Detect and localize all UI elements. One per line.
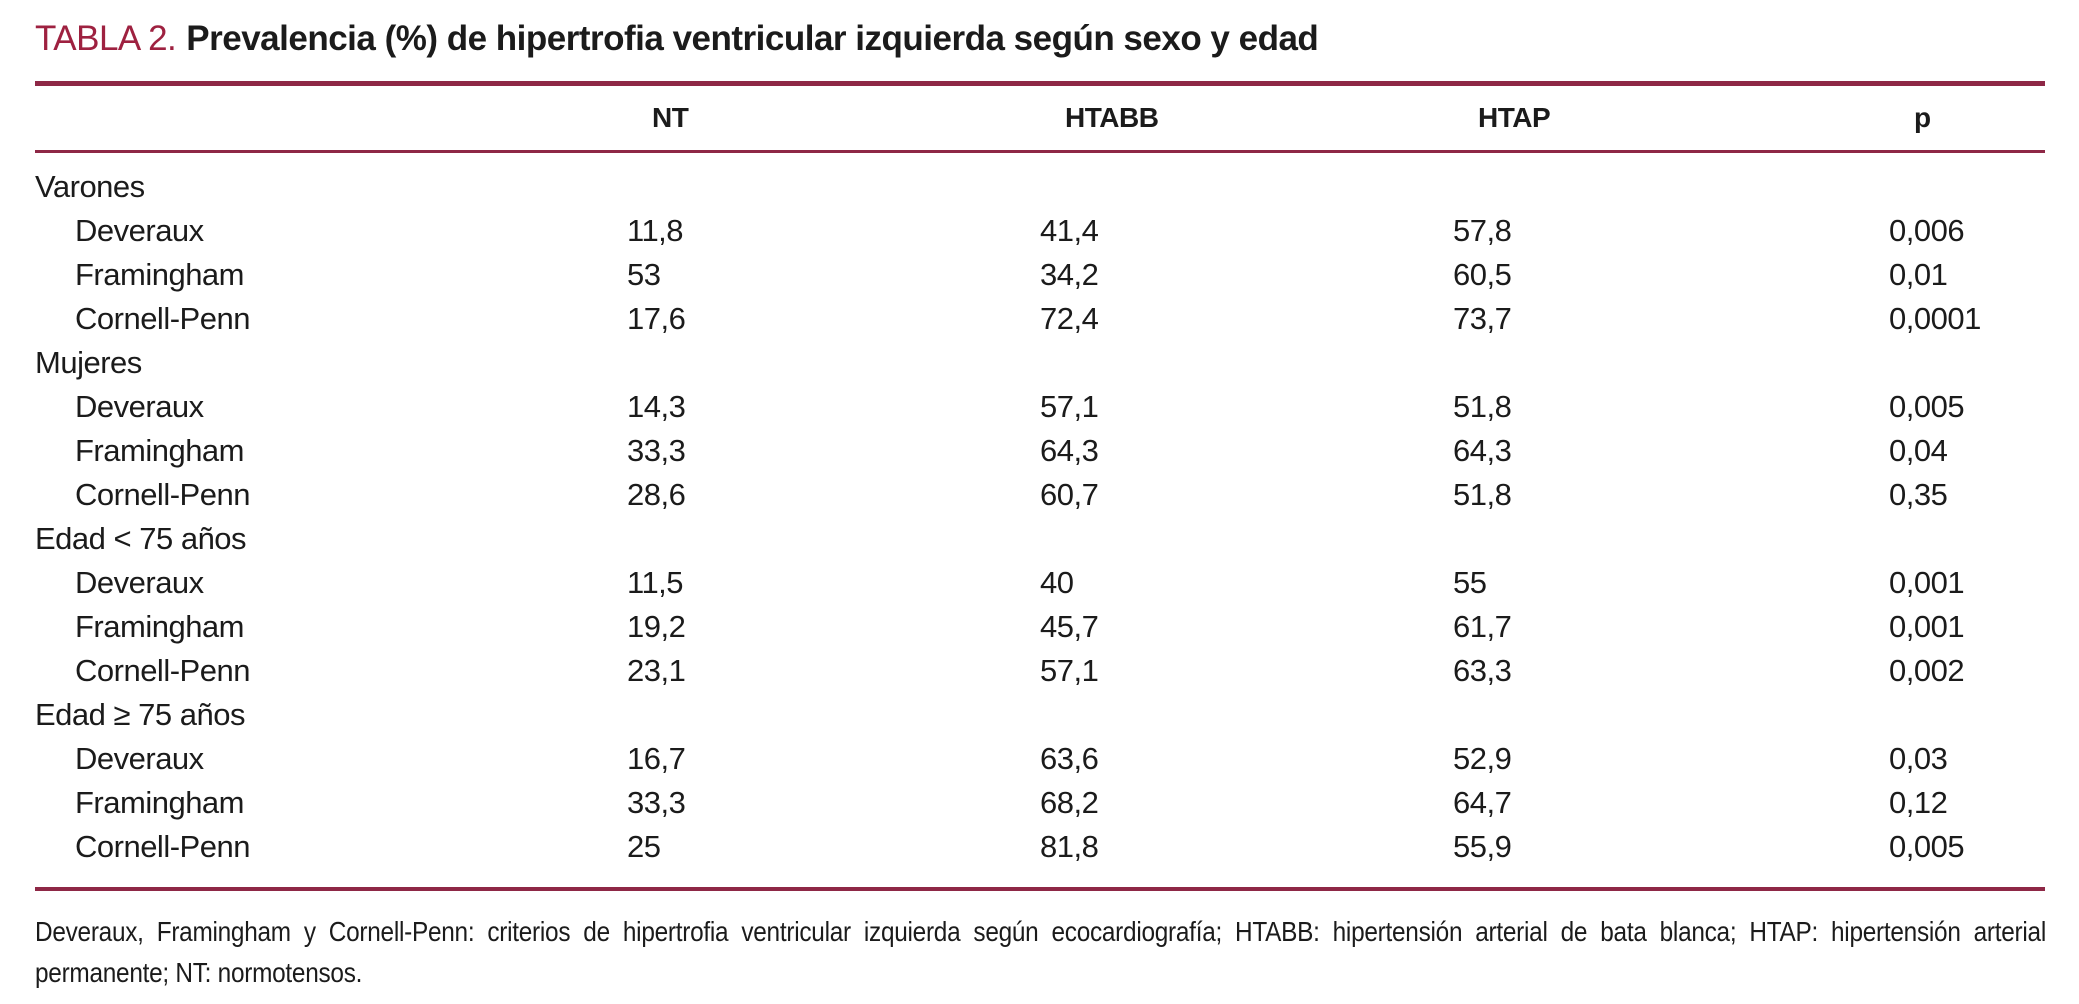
table-number-label: TABLA 2. <box>35 19 177 58</box>
row-label-cell: Deveraux <box>75 213 204 248</box>
htap-cell: 52,9 <box>1453 741 1512 776</box>
nt-cell: 17,6 <box>627 301 686 336</box>
htabb-cell: 72,4 <box>1040 301 1099 336</box>
nt-cell: 11,8 <box>627 213 684 248</box>
p-cell: 0,005 <box>1889 829 1965 864</box>
nt-cell: 14,3 <box>627 389 686 424</box>
htap-cell: 61,7 <box>1453 609 1512 644</box>
htabb-cell: 60,7 <box>1040 477 1099 512</box>
nt-cell: 11,5 <box>627 565 684 600</box>
table-header-row: NT HTABB HTAP p <box>35 86 2045 150</box>
htap-cell: 63,3 <box>1453 653 1512 688</box>
htabb-cell: 45,7 <box>1040 609 1099 644</box>
column-header-p: p <box>1914 102 1931 133</box>
htabb-cell: 57,1 <box>1040 389 1099 424</box>
p-cell: 0,04 <box>1889 433 1948 468</box>
htap-cell: 55 <box>1453 565 1487 600</box>
nt-cell: 53 <box>627 257 661 292</box>
row-label-cell: Deveraux <box>75 565 204 600</box>
p-cell: 0,35 <box>1889 477 1948 512</box>
group-row-edad-mayor-igual-75: Edad ≥ 75 años <box>35 697 245 732</box>
p-cell: 0,006 <box>1889 213 1965 248</box>
p-cell: 0,005 <box>1889 389 1965 424</box>
group-row-edad-menor-75: Edad < 75 años <box>35 521 247 556</box>
row-label-cell: Cornell-Penn <box>75 829 250 864</box>
htap-cell: 57,8 <box>1453 213 1512 248</box>
row-label-cell: Framingham <box>75 609 245 644</box>
row-label-cell: Cornell-Penn <box>75 477 250 512</box>
row-label-cell: Framingham <box>75 257 245 292</box>
htabb-cell: 57,1 <box>1040 653 1099 688</box>
nt-cell: 16,7 <box>627 741 686 776</box>
row-label-cell: Deveraux <box>75 741 204 776</box>
htap-cell: 64,3 <box>1453 433 1512 468</box>
nt-cell: 33,3 <box>627 433 686 468</box>
htabb-cell: 40 <box>1040 565 1074 600</box>
divider-bottom-rule <box>35 887 2045 891</box>
nt-cell: 33,3 <box>627 785 686 820</box>
htap-cell: 51,8 <box>1453 389 1512 424</box>
column-header-htabb: HTABB <box>1065 102 1159 133</box>
htabb-cell: 81,8 <box>1040 829 1099 864</box>
row-label-cell: Framingham <box>75 785 245 820</box>
p-cell: 0,01 <box>1889 257 1948 292</box>
nt-cell: 25 <box>627 829 661 864</box>
htap-cell: 60,5 <box>1453 257 1512 292</box>
p-cell: 0,12 <box>1889 785 1948 820</box>
divider-top-rule <box>35 81 2045 86</box>
group-row-varones: Varones <box>35 169 145 204</box>
htap-cell: 55,9 <box>1453 829 1512 864</box>
p-cell: 0,002 <box>1889 653 1965 688</box>
p-cell: 0,001 <box>1889 609 1965 644</box>
p-cell: 0,03 <box>1889 741 1948 776</box>
nt-cell: 23,1 <box>627 653 686 688</box>
row-label-cell: Cornell-Penn <box>75 653 250 688</box>
htabb-cell: 63,6 <box>1040 741 1099 776</box>
table-body: Varones Deveraux 11,8 41,4 57,8 0,006 Fr… <box>35 153 2045 887</box>
row-label-cell: Cornell-Penn <box>75 301 250 336</box>
divider-header-rule <box>35 150 2045 153</box>
row-label-cell: Framingham <box>75 433 245 468</box>
group-row-mujeres: Mujeres <box>35 345 142 380</box>
table-footnote: Deveraux, Framingham y Cornell-Penn: cri… <box>35 916 2047 988</box>
column-header-nt: NT <box>652 102 689 133</box>
htabb-cell: 34,2 <box>1040 257 1099 292</box>
htap-cell: 64,7 <box>1453 785 1512 820</box>
htabb-cell: 41,4 <box>1040 213 1099 248</box>
row-label-cell: Deveraux <box>75 389 204 424</box>
nt-cell: 28,6 <box>627 477 686 512</box>
htabb-cell: 64,3 <box>1040 433 1099 468</box>
table-caption: Prevalencia (%) de hipertrofia ventricul… <box>186 19 1319 58</box>
htabb-cell: 68,2 <box>1040 785 1099 820</box>
htap-cell: 51,8 <box>1453 477 1512 512</box>
nt-cell: 19,2 <box>627 609 686 644</box>
column-header-htap: HTAP <box>1478 102 1551 133</box>
p-cell: 0,001 <box>1889 565 1965 600</box>
table-title: TABLA 2. Prevalencia (%) de hipertrofia v… <box>35 16 2045 62</box>
htap-cell: 73,7 <box>1453 301 1512 336</box>
p-cell: 0,0001 <box>1889 301 1981 336</box>
